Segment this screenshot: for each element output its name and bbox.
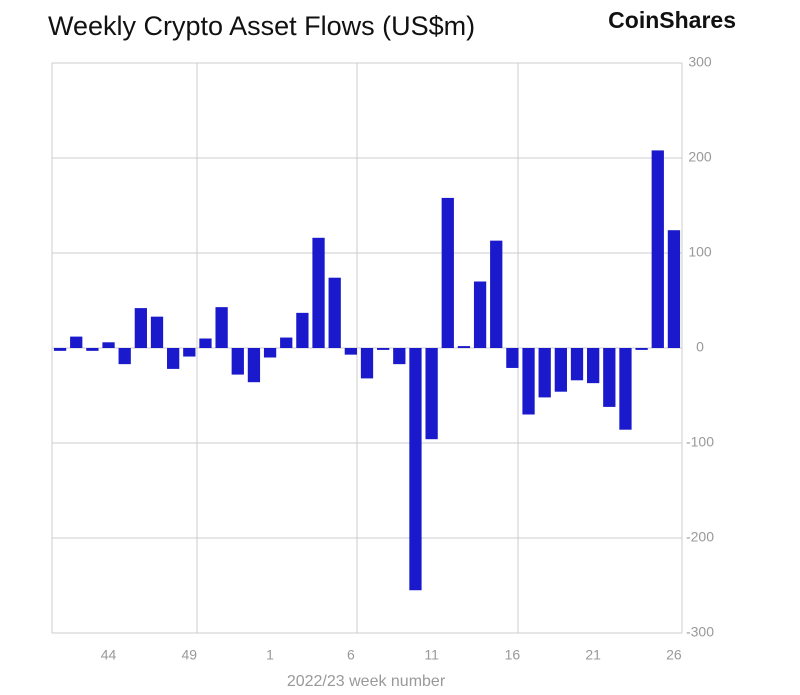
bar bbox=[635, 348, 648, 350]
bar bbox=[522, 348, 535, 415]
bar bbox=[473, 281, 487, 348]
y-tick-label: 0 bbox=[696, 339, 704, 355]
y-tick-label: 200 bbox=[688, 149, 712, 165]
x-tick-label: 16 bbox=[505, 647, 521, 663]
bar bbox=[360, 348, 374, 379]
bar bbox=[215, 307, 228, 348]
bar bbox=[619, 348, 632, 430]
y-tick-label: -100 bbox=[686, 434, 714, 450]
x-tick-label: 11 bbox=[424, 647, 439, 663]
bar bbox=[344, 348, 357, 355]
y-tick-label: -300 bbox=[686, 624, 714, 640]
bar bbox=[441, 197, 454, 348]
bar bbox=[554, 348, 567, 392]
bar bbox=[603, 348, 616, 407]
x-tick-label: 6 bbox=[347, 647, 355, 663]
bar bbox=[280, 337, 293, 348]
bar bbox=[183, 348, 196, 357]
bar bbox=[667, 230, 681, 348]
x-tick-label: 1 bbox=[266, 647, 274, 663]
bar bbox=[263, 348, 277, 358]
bar bbox=[506, 348, 519, 368]
chart-title: Weekly Crypto Asset Flows (US$m) bbox=[48, 11, 475, 41]
y-tick-label: 300 bbox=[688, 54, 712, 70]
bar bbox=[409, 348, 422, 591]
bar bbox=[231, 348, 244, 375]
bar bbox=[393, 348, 406, 365]
bar bbox=[199, 338, 212, 348]
bar bbox=[53, 348, 67, 351]
bar bbox=[150, 316, 164, 348]
x-tick-label: 26 bbox=[666, 647, 682, 663]
bar bbox=[425, 348, 438, 440]
bar bbox=[86, 348, 99, 351]
bar bbox=[587, 348, 600, 384]
bar bbox=[377, 348, 390, 350]
bar bbox=[457, 346, 471, 348]
bar bbox=[118, 348, 131, 365]
bar bbox=[134, 308, 147, 348]
x-tick-label: 44 bbox=[101, 647, 117, 663]
x-tick-label: 21 bbox=[585, 647, 601, 663]
bar bbox=[102, 342, 115, 348]
x-axis-label: 2022/23 week number bbox=[287, 673, 446, 690]
bar bbox=[490, 240, 503, 348]
bar bbox=[328, 277, 341, 348]
y-tick-label: 100 bbox=[688, 244, 712, 260]
bar bbox=[651, 150, 664, 348]
bar bbox=[538, 348, 551, 398]
bar bbox=[296, 312, 309, 348]
bar bbox=[167, 348, 180, 369]
bar bbox=[570, 348, 584, 381]
x-tick-label: 49 bbox=[182, 647, 198, 663]
bar bbox=[247, 348, 261, 383]
bar bbox=[312, 237, 325, 348]
bar bbox=[70, 336, 83, 348]
brand: CoinShares bbox=[608, 7, 736, 33]
y-tick-label: -200 bbox=[686, 529, 714, 545]
